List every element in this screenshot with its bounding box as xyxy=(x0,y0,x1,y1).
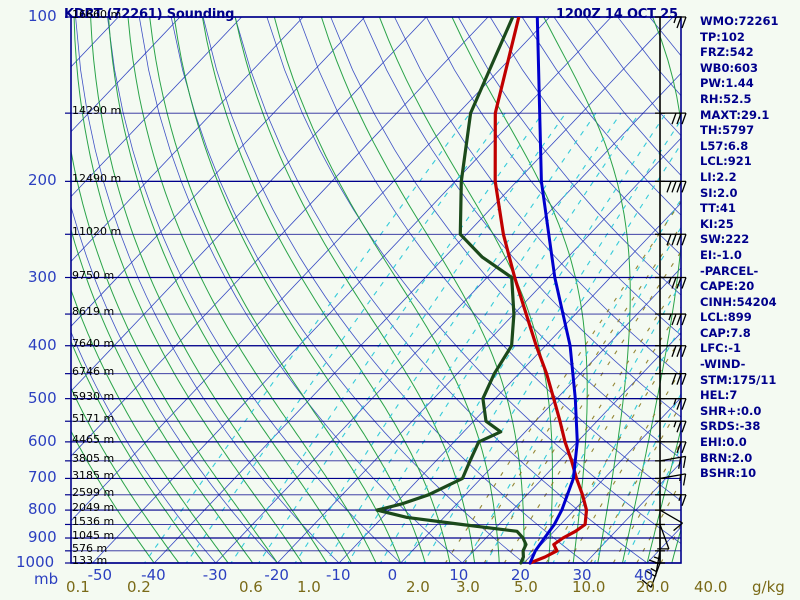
pressure-unit-label: mb xyxy=(34,570,59,588)
height-label-3: 11020 m xyxy=(72,225,122,239)
pressure-tick-100: 100 xyxy=(28,7,57,25)
height-label-9: 5171 m xyxy=(72,412,115,426)
stat-row-1: TP:102 xyxy=(700,29,745,44)
mixing-ratio-tick-5.0: 5.0 xyxy=(514,578,538,596)
temp-tick-40: 40 xyxy=(634,566,654,584)
stat-row-24: HEL:7 xyxy=(700,388,738,403)
stat-row-17: CAPE:20 xyxy=(700,279,755,294)
height-label-5: 8619 m xyxy=(72,305,115,319)
height-label-1: 14290 m xyxy=(72,104,122,118)
mixing-ratio-tick-20.0: 20.0 xyxy=(636,578,670,596)
stat-row-15: EI:-1.0 xyxy=(700,247,742,262)
height-label-7: 6746 m xyxy=(72,364,115,378)
stat-row-7: TH:5797 xyxy=(700,123,755,138)
stat-row-27: EHI:0.0 xyxy=(700,435,747,450)
height-label-6: 7640 m xyxy=(72,336,115,350)
page-title: KDRT (72261) Sounding xyxy=(64,7,235,22)
stats-panel: WMO:72261 TP:102 FRZ:542 WB0:603 PW:1.44 RH:5… xyxy=(700,14,779,482)
height-label-13: 2599 m xyxy=(72,485,115,499)
stat-row-20: CAP:7.8 xyxy=(700,325,751,340)
temp-tick--40: -40 xyxy=(141,566,166,584)
mixing-ratio-tick-0.2: 0.2 xyxy=(127,578,151,596)
temp-tick-10: 10 xyxy=(449,566,469,584)
stat-row-9: LCL:921 xyxy=(700,154,752,169)
mixing-ratio-tick-2.0: 2.0 xyxy=(406,578,430,596)
height-label-11: 3805 m xyxy=(72,451,115,465)
stat-row-23: STM:175/11 xyxy=(700,372,777,387)
temp-tick-20: 20 xyxy=(510,566,530,584)
stat-row-4: PW:1.44 xyxy=(700,76,754,91)
stat-row-16: -PARCEL- xyxy=(700,263,759,278)
pressure-tick-300: 300 xyxy=(28,267,57,286)
height-label-8: 5930 m xyxy=(72,389,115,403)
height-label-0: 16660 m xyxy=(72,8,122,21)
stat-row-21: LFC:-1 xyxy=(700,341,741,356)
height-label-15: 1536 m xyxy=(72,515,115,529)
stat-row-26: SRDS:-38 xyxy=(700,419,761,434)
pressure-tick-800: 800 xyxy=(28,500,57,519)
stat-row-6: MAXT:29.1 xyxy=(700,107,770,122)
mixing-ratio-tick-3.0: 3.0 xyxy=(456,578,480,596)
height-label-12: 3185 m xyxy=(72,469,115,483)
temp-tick--10: -10 xyxy=(326,566,351,584)
stat-row-8: L57:6.8 xyxy=(700,138,749,153)
pressure-tick-1000: 1000 xyxy=(16,553,55,571)
stat-row-25: SHR+:0.0 xyxy=(700,403,762,418)
stat-row-10: LI:2.2 xyxy=(700,169,737,184)
pressure-tick-200: 200 xyxy=(28,171,57,190)
temp-tick--30: -30 xyxy=(202,566,228,584)
height-label-16: 1045 m xyxy=(72,529,115,543)
temp-tick--50: -50 xyxy=(87,566,113,584)
stat-row-11: SI:2.0 xyxy=(700,185,738,200)
mixing-ratio-tick-0.6: 0.6 xyxy=(239,578,263,596)
stat-row-14: SW:222 xyxy=(700,232,750,247)
stat-row-22: -WIND- xyxy=(700,357,746,372)
height-label-2: 12490 m xyxy=(72,172,122,186)
height-label-14: 2049 m xyxy=(72,501,115,515)
stat-row-18: CINH:54204 xyxy=(700,294,777,309)
pressure-tick-400: 400 xyxy=(28,335,57,354)
stat-row-19: LCL:899 xyxy=(700,310,752,325)
stat-row-0: WMO:72261 xyxy=(700,14,779,28)
height-label-17: 576 m xyxy=(72,541,108,555)
temp-tick--20: -20 xyxy=(264,566,289,584)
mixing-ratio-tick-40.0: 40.0 xyxy=(694,578,728,596)
height-label-10: 4465 m xyxy=(72,432,115,446)
stat-row-13: KI:25 xyxy=(700,216,734,231)
valid-time: 1200Z 14 OCT 25 xyxy=(556,7,678,22)
mixing-ratio-unit-label: g/kg xyxy=(752,578,785,596)
stat-row-5: RH:52.5 xyxy=(700,91,752,106)
height-label-4: 9750 m xyxy=(72,268,115,282)
stat-row-2: FRZ:542 xyxy=(700,45,754,60)
pressure-tick-900: 900 xyxy=(28,528,57,547)
temp-tick-30: 30 xyxy=(572,566,592,584)
mixing-ratio-tick-1.0: 1.0 xyxy=(297,578,321,596)
height-label-18: 133 m xyxy=(72,554,108,567)
stat-row-28: BRN:2.0 xyxy=(700,450,753,465)
stat-row-12: TT:41 xyxy=(700,201,736,216)
pressure-tick-600: 600 xyxy=(28,431,57,450)
pressure-tick-700: 700 xyxy=(28,468,57,487)
mixing-ratio-tick-0.1: 0.1 xyxy=(66,578,90,596)
mixing-ratio-tick-10.0: 10.0 xyxy=(572,578,606,596)
pressure-tick-500: 500 xyxy=(28,388,57,407)
stat-row-3: WB0:603 xyxy=(700,60,759,75)
temp-tick-0: 0 xyxy=(387,566,398,584)
stat-row-29: BSHR:10 xyxy=(700,466,757,481)
